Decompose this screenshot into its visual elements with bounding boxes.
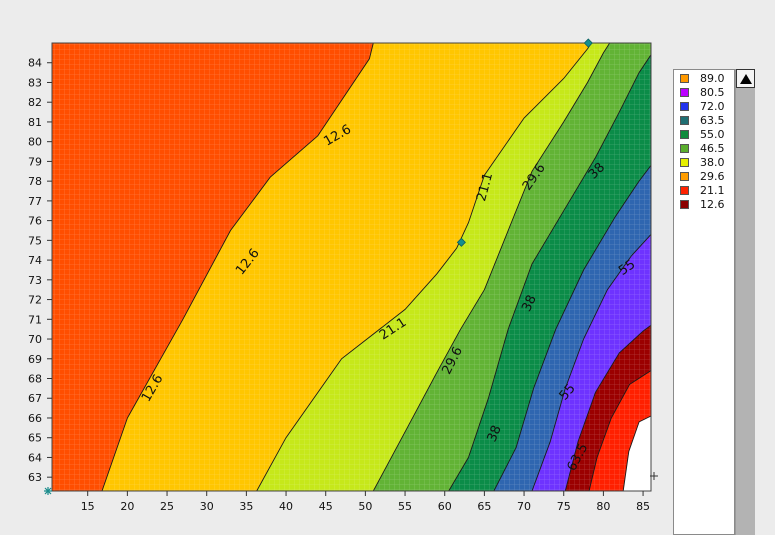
legend-item: 29.6 (680, 169, 725, 183)
legend-label: 72.0 (700, 99, 725, 113)
y-tick-label: 65 (28, 432, 42, 445)
contour-line-72 (588, 370, 651, 491)
x-tick-label: 15 (81, 500, 95, 513)
legend-label: 38.0 (700, 155, 725, 169)
x-axis: 15 20 25 30 35 40 45 50 55 60 65 70 75 80 85 (81, 491, 650, 513)
x-tick-label: 70 (517, 500, 531, 513)
scroll-up-button[interactable] (736, 69, 755, 88)
x-tick-label: 50 (358, 500, 372, 513)
legend-label: 12.6 (700, 197, 725, 211)
legend-item: 38.0 (680, 155, 725, 169)
legend-item: 12.6 (680, 197, 725, 211)
y-tick-label: 78 (28, 175, 42, 188)
y-tick-label: 73 (28, 274, 42, 287)
y-tick-label: 81 (28, 116, 42, 129)
legend-swatch (680, 129, 689, 139)
plot-area[interactable]: 12.612.612.621.121.129.629.6383838555563… (52, 43, 651, 491)
legend-swatch (680, 157, 689, 167)
y-tick-label: 76 (28, 215, 42, 228)
legend-swatch (680, 87, 689, 97)
contour-label: 38 (485, 423, 505, 444)
y-tick-label: 84 (28, 57, 42, 70)
y-tick-label: 75 (28, 234, 42, 247)
contour-label: 38 (519, 293, 540, 314)
data-marker (583, 38, 593, 48)
x-tick-label: 35 (239, 500, 253, 513)
x-tick-label: 30 (200, 500, 214, 513)
legend-scrollbar[interactable] (735, 69, 755, 535)
y-tick-label: 79 (28, 155, 42, 168)
arrow-up-icon (739, 73, 752, 84)
y-tick-label: 66 (28, 412, 42, 425)
x-tick-label: 65 (477, 500, 491, 513)
legend-label: 55.0 (700, 127, 725, 141)
y-tick-label: 67 (28, 392, 42, 405)
y-tick-label: 83 (28, 76, 42, 89)
legend-item: 72.0 (680, 99, 725, 113)
x-tick-label: 60 (438, 500, 452, 513)
legend-label: 89.0 (700, 71, 725, 85)
contour-line-63.5 (564, 324, 651, 491)
contour-line-80.5 (622, 415, 651, 491)
legend-swatch (680, 199, 689, 209)
legend-swatch (680, 185, 689, 195)
legend-item: 63.5 (680, 113, 725, 127)
plot-frame (51, 42, 652, 492)
legend-item: 46.5 (680, 141, 725, 155)
legend-label: 29.6 (700, 169, 725, 183)
legend-item: 80.5 (680, 85, 725, 99)
legend-swatch (680, 171, 689, 181)
contour-line-29.6 (372, 43, 611, 491)
y-tick-label: 72 (28, 294, 42, 307)
corner-crosshair (650, 472, 658, 480)
grid-overlay (52, 43, 651, 491)
legend-item: 21.1 (680, 183, 725, 197)
legend-swatch (680, 73, 689, 83)
axis-origin-marker (44, 487, 52, 495)
legend-item: 89.0 (680, 71, 725, 85)
contour-line-12.6 (101, 43, 374, 491)
x-tick-label: 75 (557, 500, 571, 513)
y-tick-label: 80 (28, 136, 42, 149)
x-tick-label: 40 (279, 500, 293, 513)
legend-label: 80.5 (700, 85, 725, 99)
y-tick-label: 70 (28, 333, 42, 346)
contour-line-46.5 (493, 165, 651, 491)
legend-item: 55.0 (680, 127, 725, 141)
x-tick-label: 85 (636, 500, 650, 513)
y-tick-label: 64 (28, 451, 42, 464)
y-axis: 63 64 65 66 67 68 69 70 71 72 73 74 75 76 77 78 79 80 81 82… (28, 57, 52, 484)
contour-line-55 (531, 234, 651, 491)
x-tick-label: 80 (596, 500, 610, 513)
contour-line-21.1 (256, 43, 592, 491)
contour-lines (101, 43, 651, 491)
legend-swatch (680, 101, 689, 111)
data-marker (456, 237, 466, 247)
x-tick-label: 45 (319, 500, 333, 513)
x-tick-label: 20 (120, 500, 134, 513)
x-tick-label: 25 (160, 500, 174, 513)
x-tick-label: 55 (398, 500, 412, 513)
legend-label: 63.5 (700, 113, 725, 127)
y-tick-label: 74 (28, 254, 42, 267)
legend-swatch (680, 115, 689, 125)
y-tick-label: 77 (28, 195, 42, 208)
contour-label: 21.1 (474, 171, 496, 203)
scroll-thumb[interactable] (736, 88, 755, 535)
contour-line-38 (448, 54, 651, 491)
y-tick-label: 71 (28, 313, 42, 326)
y-tick-label: 68 (28, 373, 42, 386)
legend-swatch (680, 143, 689, 153)
legend-label: 46.5 (700, 141, 725, 155)
markers (456, 38, 593, 247)
legend-label: 21.1 (700, 183, 725, 197)
legend: 89.0 80.5 72.0 63.5 55.0 46.5 38.0 29.6 21.1 12.6 (673, 69, 735, 535)
y-tick-label: 69 (28, 353, 42, 366)
y-tick-label: 82 (28, 96, 42, 109)
y-tick-label: 63 (28, 471, 42, 484)
